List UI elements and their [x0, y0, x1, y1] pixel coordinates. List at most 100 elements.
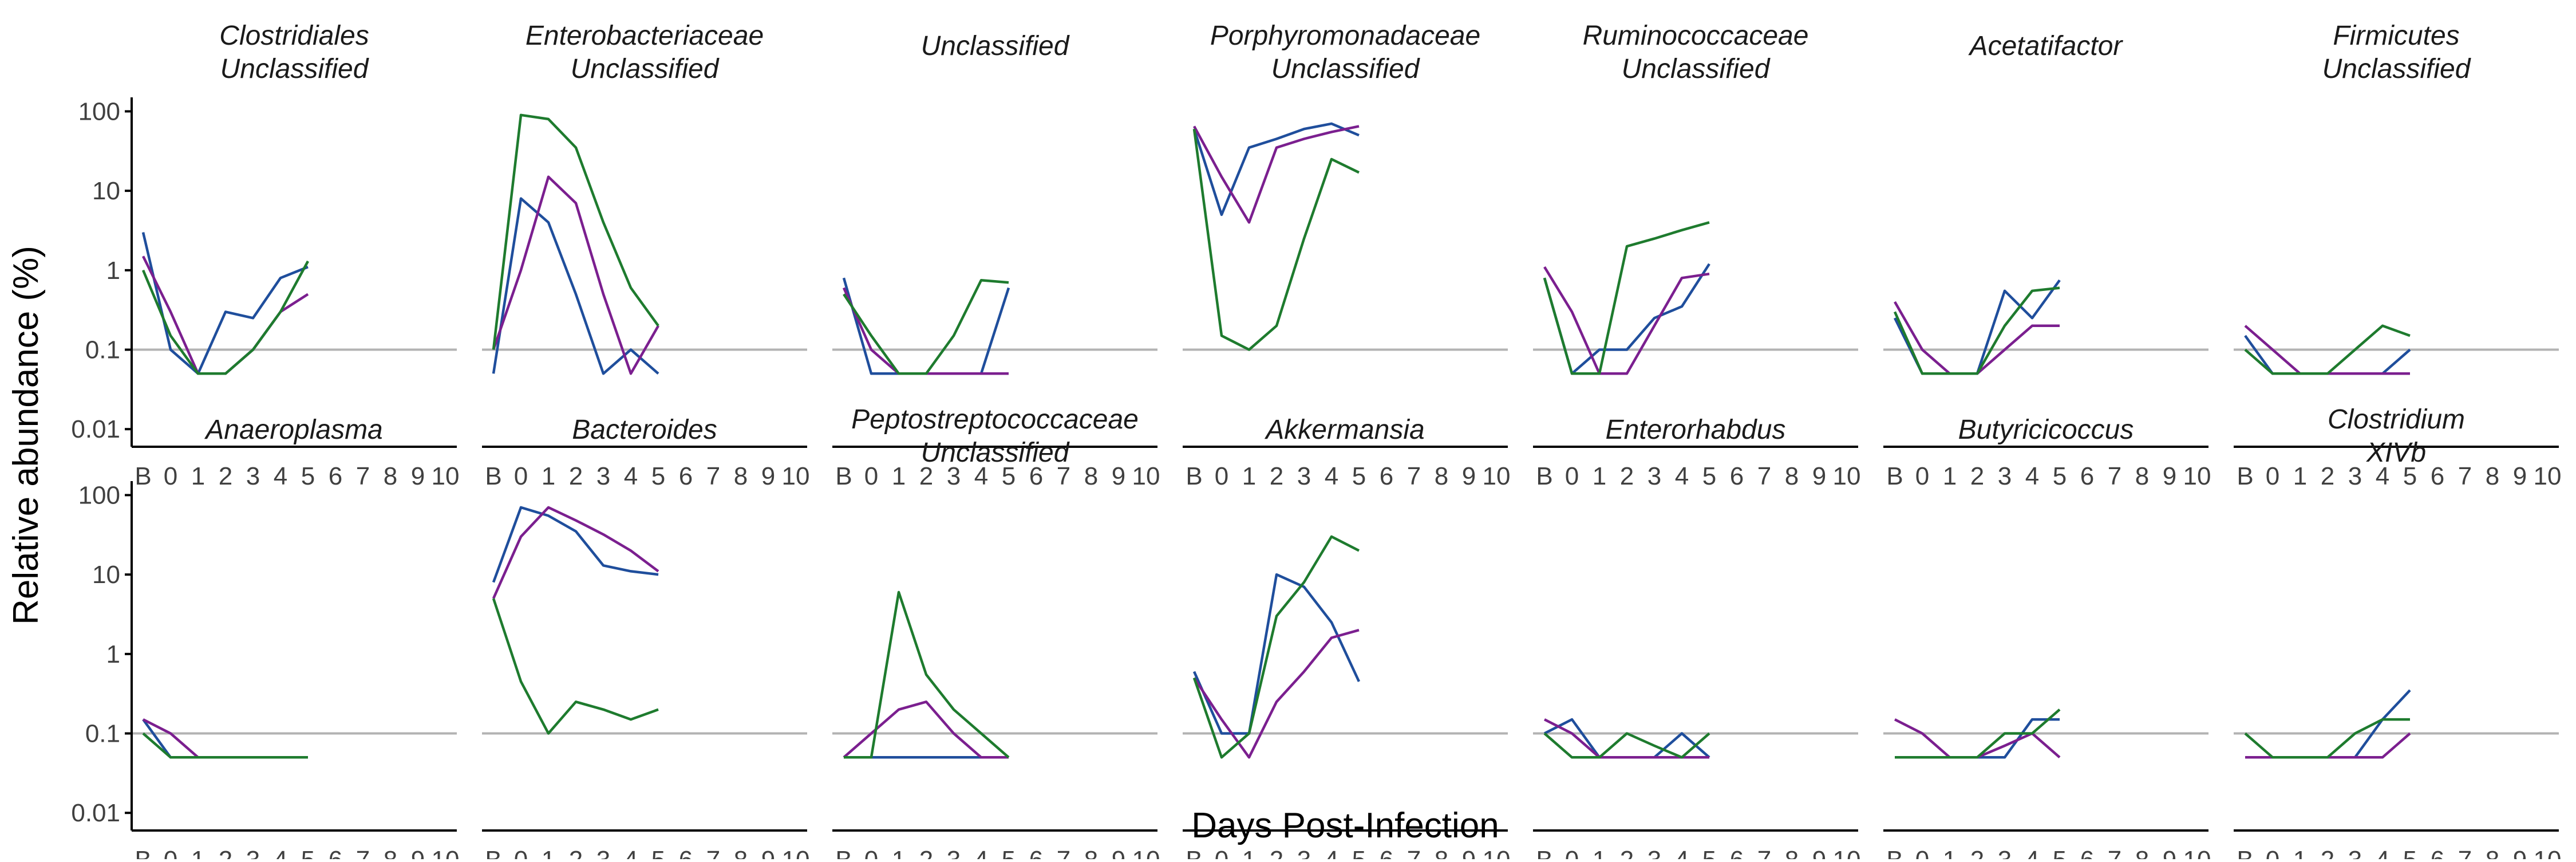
- series-line: [1543, 718, 1709, 759]
- x-tick-label: 4: [1675, 462, 1689, 490]
- x-tick-label: 7: [1757, 846, 1771, 859]
- x-tick-label: 5: [1002, 462, 1016, 490]
- x-tick-label: 1: [892, 846, 906, 859]
- series-line: [492, 598, 659, 735]
- x-tick-label: B: [485, 462, 501, 490]
- x-tick-label: 0: [864, 846, 878, 859]
- x-tick-label: 0: [514, 846, 528, 859]
- x-tick-label: 1: [1593, 462, 1606, 490]
- x-tick-label: 10: [1132, 462, 1160, 490]
- x-tick-label: 4: [2025, 846, 2039, 859]
- x-tick-label: 1: [1943, 846, 1957, 859]
- x-tick-label: 6: [1730, 846, 1744, 859]
- x-tick-label: 9: [1462, 846, 1476, 859]
- x-tick-label: 7: [1407, 462, 1421, 490]
- x-tick-label: 10: [2183, 462, 2211, 490]
- x-tick-label: 2: [569, 846, 583, 859]
- x-tick-label: 8: [1084, 846, 1098, 859]
- x-tick-label: 7: [1757, 462, 1771, 490]
- x-tick-label: 0: [864, 462, 878, 490]
- x-tick-label: 4: [974, 846, 988, 859]
- x-tick-label: 2: [1970, 462, 1984, 490]
- x-tick-label: 7: [706, 462, 720, 490]
- panel-title: Unclassified: [921, 438, 1070, 468]
- panel-title: Clostridiales: [219, 21, 369, 51]
- series-line: [1895, 718, 2060, 759]
- x-tick-label: 3: [947, 462, 961, 490]
- x-tick-label: 8: [2486, 462, 2499, 490]
- y-tick-label: 10: [92, 561, 120, 589]
- x-tick-label: 6: [329, 846, 342, 859]
- x-tick-label: 7: [2458, 462, 2472, 490]
- x-tick-label: 3: [1998, 462, 2012, 490]
- x-tick-label: 2: [1270, 846, 1283, 859]
- y-tick-label: 10: [92, 177, 120, 205]
- x-tick-label: 1: [2293, 462, 2307, 490]
- x-tick-label: 0: [2266, 846, 2279, 859]
- x-tick-label: 4: [2376, 462, 2389, 490]
- x-tick-label: 9: [1112, 462, 1125, 490]
- panel-title: Butyricicoccus: [1958, 415, 2134, 445]
- panel-title: Akkermansia: [1264, 415, 1424, 445]
- x-tick-label: B: [2237, 846, 2253, 859]
- x-tick-label: 6: [1380, 846, 1393, 859]
- x-tick-label: 3: [947, 846, 961, 859]
- x-tick-label: 10: [1132, 846, 1160, 859]
- x-tick-label: 2: [1620, 462, 1634, 490]
- x-tick-label: 5: [301, 462, 315, 490]
- x-tick-label: B: [1536, 462, 1552, 490]
- panel-title: Peptostreptococcaceae: [851, 404, 1139, 435]
- x-tick-label: 3: [596, 846, 610, 859]
- y-tick-label: 100: [78, 481, 120, 509]
- x-tick-label: 8: [734, 846, 748, 859]
- x-tick-label: 8: [1785, 846, 1799, 859]
- x-tick-label: 8: [1435, 846, 1448, 859]
- x-tick-label: 10: [1833, 846, 1861, 859]
- x-tick-label: 3: [2348, 462, 2362, 490]
- x-tick-label: 10: [1483, 462, 1511, 490]
- x-tick-label: 1: [542, 462, 555, 490]
- series-line: [1192, 122, 1360, 217]
- x-tick-label: 6: [329, 462, 342, 490]
- x-tick-label: 6: [1029, 462, 1043, 490]
- x-tick-label: 0: [2266, 462, 2279, 490]
- x-tick-label: 7: [1407, 846, 1421, 859]
- x-tick-label: 0: [1565, 462, 1579, 490]
- x-tick-label: 5: [1352, 846, 1366, 859]
- x-tick-label: 9: [2163, 846, 2176, 859]
- x-tick-label: 7: [2108, 846, 2121, 859]
- x-tick-label: 4: [1675, 846, 1689, 859]
- x-tick-label: 4: [1325, 462, 1338, 490]
- panel: Acetatifactor B 0 1 2 3 4 5 6 7 8 9 10: [1883, 31, 2211, 490]
- panel-title: XIVb: [2366, 438, 2426, 468]
- x-tick-label: 2: [219, 846, 232, 859]
- x-tick-label: 0: [164, 462, 177, 490]
- x-tick-label: 8: [2135, 462, 2149, 490]
- x-tick-label: 10: [1483, 846, 1511, 859]
- panel: ButyricicoccusB012345678910: [1883, 415, 2211, 862]
- x-tick-label: B: [485, 846, 501, 859]
- series-line: [1543, 266, 1710, 375]
- x-tick-label: 6: [1029, 846, 1043, 859]
- x-tick-label: 3: [2348, 846, 2362, 859]
- x-tick-label: 1: [191, 846, 205, 859]
- x-tick-label: 5: [301, 846, 315, 859]
- x-tick-label: 6: [1730, 462, 1744, 490]
- panel-title: Porphyromonadaceae: [1210, 21, 1480, 51]
- x-tick-label: 1: [892, 462, 906, 490]
- panel-title: Unclassified: [2322, 54, 2471, 84]
- series-line: [1193, 125, 1360, 224]
- x-tick-label: 10: [2534, 846, 2562, 859]
- x-tick-label: 10: [2183, 846, 2211, 859]
- series-line: [142, 718, 308, 759]
- x-tick-label: 3: [246, 462, 260, 490]
- x-tick-label: 5: [651, 846, 665, 859]
- x-tick-label: 3: [1647, 462, 1661, 490]
- x-tick-label: 6: [2080, 846, 2094, 859]
- panel-title: Firmicutes: [2333, 21, 2459, 51]
